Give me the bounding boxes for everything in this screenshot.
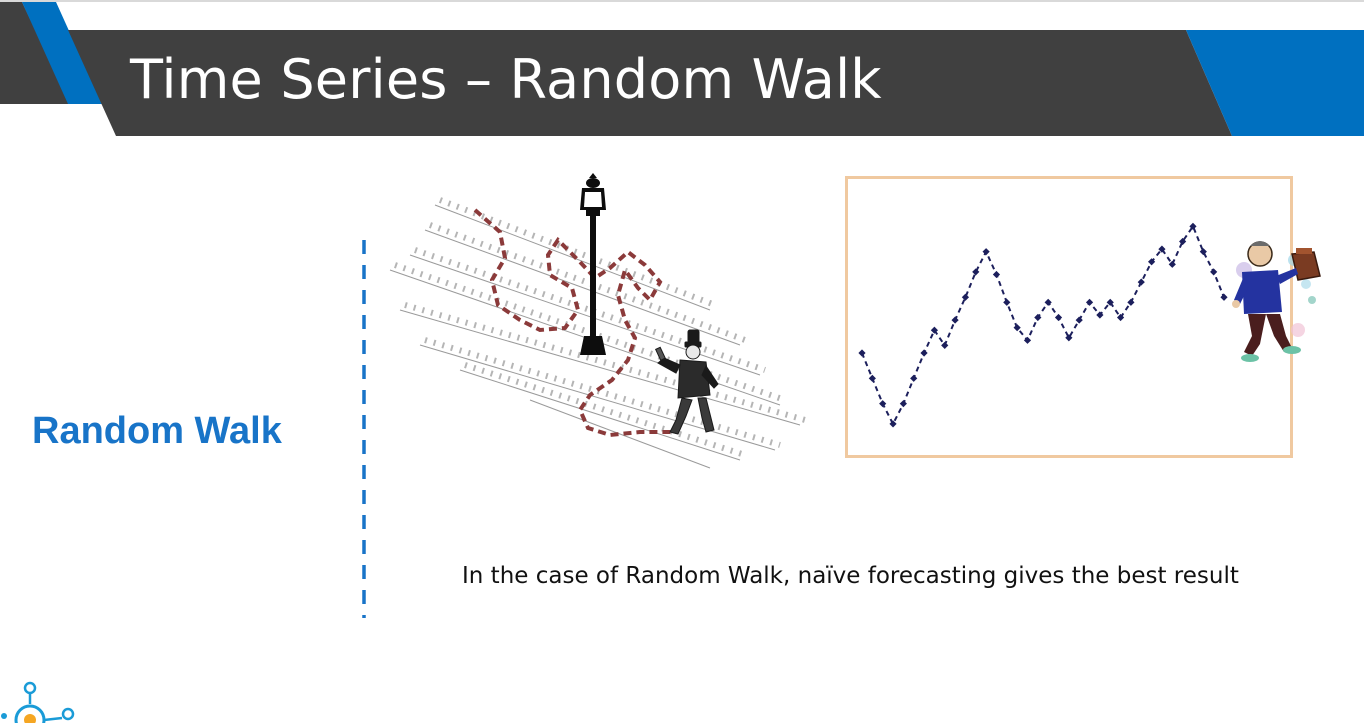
data-point-marker (1003, 298, 1011, 306)
chart-series (858, 222, 1228, 428)
data-point-marker (1210, 268, 1218, 276)
data-point-marker (910, 374, 918, 382)
chart-frame (845, 176, 1293, 458)
data-point-marker (858, 349, 866, 357)
data-point-marker (1127, 298, 1135, 306)
vertical-divider (362, 240, 366, 618)
top-rule (0, 0, 1364, 2)
data-point-marker (972, 268, 980, 276)
banner-left-blue-stripe (22, 2, 102, 104)
drunk-walker-icon (1232, 241, 1321, 362)
data-point-marker (951, 316, 959, 324)
data-point-marker (1034, 313, 1042, 322)
slide-title: Time Series – Random Walk (130, 48, 882, 111)
data-point-marker (992, 270, 1001, 279)
data-point-marker (1023, 336, 1032, 344)
series-line (861, 224, 1225, 427)
random-walk-path (473, 208, 678, 438)
data-point-marker (961, 293, 970, 301)
data-point-marker (868, 374, 876, 382)
data-point-marker (1075, 316, 1083, 324)
side-heading: Random Walk (32, 410, 282, 452)
data-point-marker (899, 400, 907, 408)
data-point-marker (1179, 237, 1187, 246)
data-point-marker (1116, 313, 1125, 322)
data-point-marker (1044, 298, 1052, 306)
data-point-marker (1168, 260, 1176, 268)
data-point-marker (1199, 248, 1207, 256)
caption-text: In the case of Random Walk, naïve foreca… (462, 563, 1239, 589)
data-point-marker (1065, 334, 1073, 342)
data-point-marker (982, 248, 990, 256)
data-point-marker (1085, 298, 1094, 306)
data-point-marker (1137, 278, 1145, 286)
data-point-marker (889, 420, 897, 428)
data-point-marker (1054, 313, 1063, 322)
drunkard-lamppost-icon (389, 173, 806, 469)
data-point-marker (879, 400, 887, 408)
lamppost (580, 173, 606, 355)
random-walk-chart (858, 222, 1228, 428)
data-point-marker (1013, 324, 1021, 332)
data-point-marker (1148, 258, 1156, 266)
drunkard-figure (654, 329, 719, 435)
title-banner (0, 2, 1364, 136)
data-point-marker (1106, 298, 1114, 306)
lightbulb-network-logo-icon (1, 681, 75, 723)
data-point-marker (920, 349, 928, 357)
banner-dark-band (68, 30, 1232, 136)
data-point-marker (941, 341, 949, 349)
banner-right-blue-band (1186, 30, 1364, 136)
banner-left-dark-tab (0, 2, 70, 104)
cobblestone-grid (389, 197, 806, 469)
